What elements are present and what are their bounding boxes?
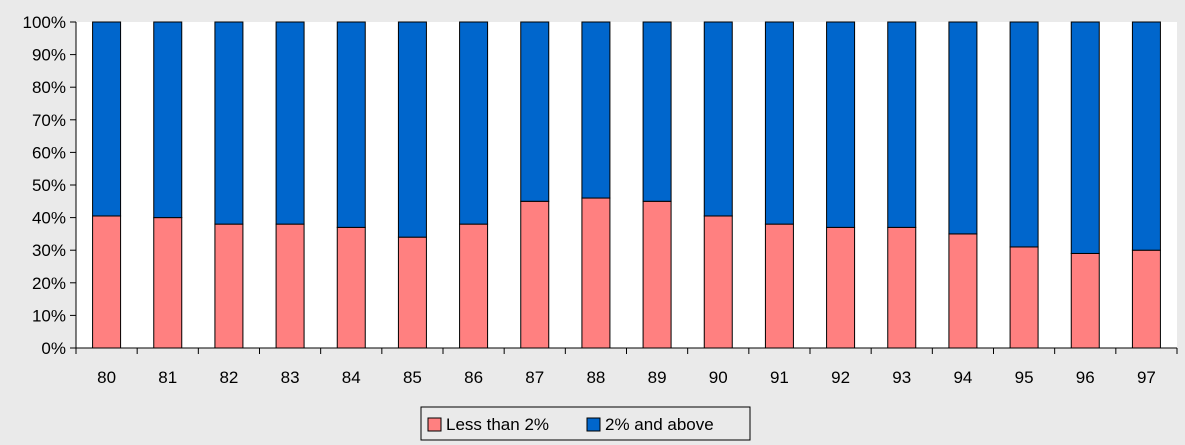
bar-segment-less-than-2 <box>92 215 122 349</box>
legend: Less than 2% 2% and above <box>420 406 751 441</box>
x-tick-label: 82 <box>219 368 238 387</box>
x-tick-label: 83 <box>281 368 300 387</box>
y-tick-label: 100% <box>23 13 66 32</box>
bar-segment-2-and-above <box>336 21 366 228</box>
x-tick-label: 91 <box>770 368 789 387</box>
x-tick-label: 94 <box>953 368 972 387</box>
bar-segment-less-than-2 <box>275 223 305 349</box>
legend-swatch <box>427 417 442 432</box>
x-tick-label: 93 <box>892 368 911 387</box>
bar-segment-2-and-above <box>764 21 794 225</box>
y-tick-label: 80% <box>32 78 66 97</box>
bar-segment-less-than-2 <box>459 223 489 349</box>
bar-segment-2-and-above <box>703 21 733 217</box>
bars <box>92 21 1161 349</box>
bar-segment-2-and-above <box>153 21 183 219</box>
bar-segment-2-and-above <box>1131 21 1161 251</box>
x-tick-label: 92 <box>831 368 850 387</box>
x-tick-label: 88 <box>586 368 605 387</box>
y-axis: 0% 10% 20% 30% 40% 50% 60% 70% 80% 90% 100% <box>23 13 77 358</box>
bar-segment-2-and-above <box>92 21 122 217</box>
x-tick-label: 96 <box>1076 368 1095 387</box>
bar-segment-less-than-2 <box>520 200 550 349</box>
x-tick-label: 84 <box>342 368 361 387</box>
bar-segment-less-than-2 <box>153 217 183 349</box>
bar-segment-less-than-2 <box>764 223 794 349</box>
bar-segment-2-and-above <box>275 21 305 225</box>
y-tick-label: 40% <box>32 209 66 228</box>
bar-segment-less-than-2 <box>214 223 244 349</box>
bar-segment-2-and-above <box>520 21 550 202</box>
bar-segment-2-and-above <box>826 21 856 228</box>
x-axis: 80 81 82 83 84 85 86 87 88 89 90 91 92 93 94 95 96 97 <box>75 347 1178 387</box>
x-tick-label: 95 <box>1015 368 1034 387</box>
bar-segment-2-and-above <box>1070 21 1100 254</box>
bar-segment-less-than-2 <box>826 226 856 349</box>
bar-segment-less-than-2 <box>581 197 611 349</box>
x-tick-label: 81 <box>158 368 177 387</box>
x-tick-label: 80 <box>97 368 116 387</box>
y-tick-label: 30% <box>32 241 66 260</box>
x-tick-label: 89 <box>648 368 667 387</box>
y-tick-label: 10% <box>32 306 66 325</box>
y-tick-label: 60% <box>32 143 66 162</box>
bar-segment-2-and-above <box>948 21 978 235</box>
legend-swatch <box>586 417 601 432</box>
y-tick-label: 0% <box>41 339 66 358</box>
bar-segment-2-and-above <box>581 21 611 199</box>
x-tick-label: 90 <box>709 368 728 387</box>
bar-segment-less-than-2 <box>703 215 733 349</box>
legend-label: 2% and above <box>605 415 714 434</box>
bar-segment-less-than-2 <box>336 226 366 349</box>
bar-segment-2-and-above <box>642 21 672 202</box>
bar-segment-less-than-2 <box>1131 249 1161 349</box>
legend-box <box>420 406 751 441</box>
bar-segment-less-than-2 <box>642 200 672 349</box>
bar-segment-2-and-above <box>397 21 427 238</box>
bar-segment-less-than-2 <box>887 226 917 349</box>
bar-segment-less-than-2 <box>1009 246 1039 349</box>
y-tick-label: 90% <box>32 46 66 65</box>
bar-segment-less-than-2 <box>397 236 427 349</box>
bar-segment-2-and-above <box>1009 21 1039 248</box>
x-tick-label: 85 <box>403 368 422 387</box>
bar-segment-less-than-2 <box>1070 252 1100 349</box>
bar-segment-less-than-2 <box>948 233 978 349</box>
bar-segment-2-and-above <box>459 21 489 225</box>
y-tick-label: 50% <box>32 176 66 195</box>
plot-area <box>76 22 1177 348</box>
bar-segment-2-and-above <box>214 21 244 225</box>
y-tick-label: 20% <box>32 274 66 293</box>
x-tick-label: 86 <box>464 368 483 387</box>
legend-label: Less than 2% <box>446 415 549 434</box>
x-tick-label: 97 <box>1137 368 1156 387</box>
y-tick-label: 70% <box>32 111 66 130</box>
x-tick-label: 87 <box>525 368 544 387</box>
bar-segment-2-and-above <box>887 21 917 228</box>
